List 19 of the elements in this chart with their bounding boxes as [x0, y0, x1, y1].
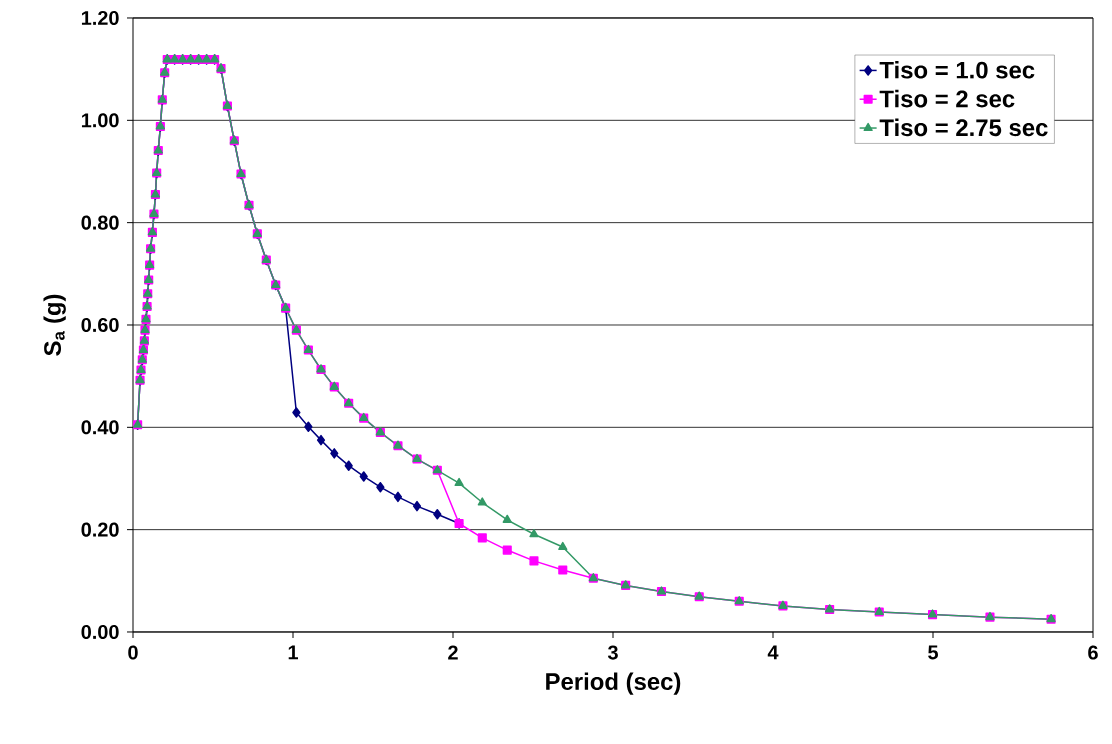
- y-tick-label: 0.20: [81, 522, 119, 537]
- x-tick-label: 1: [288, 645, 298, 660]
- legend-label: Tiso = 2 sec: [879, 89, 1015, 108]
- x-tick-label: 4: [767, 645, 779, 660]
- x-tick-label: 5: [928, 645, 938, 660]
- x-tick-label: 6: [1088, 645, 1098, 660]
- y-tick-label: 0.40: [81, 420, 119, 435]
- x-tick-label: 0: [128, 645, 138, 660]
- y-tick-label: 0.80: [81, 215, 119, 230]
- y-tick-label: 1.20: [81, 10, 119, 26]
- x-tick-label: 2: [448, 645, 458, 660]
- x-tick-label: 3: [607, 645, 618, 660]
- y-axis-title: S$_{a}$ (g): [43, 294, 66, 356]
- legend-label: Tiso = 1.0 sec: [879, 61, 1035, 79]
- y-tick-label: 1.00: [81, 113, 119, 128]
- x-axis-title: Period (sec): [546, 672, 681, 695]
- y-tick-label: 0.60: [81, 317, 119, 333]
- y-tick-label: 0.00: [81, 624, 119, 640]
- legend-label: Tiso = 2.75 sec: [879, 118, 1048, 137]
